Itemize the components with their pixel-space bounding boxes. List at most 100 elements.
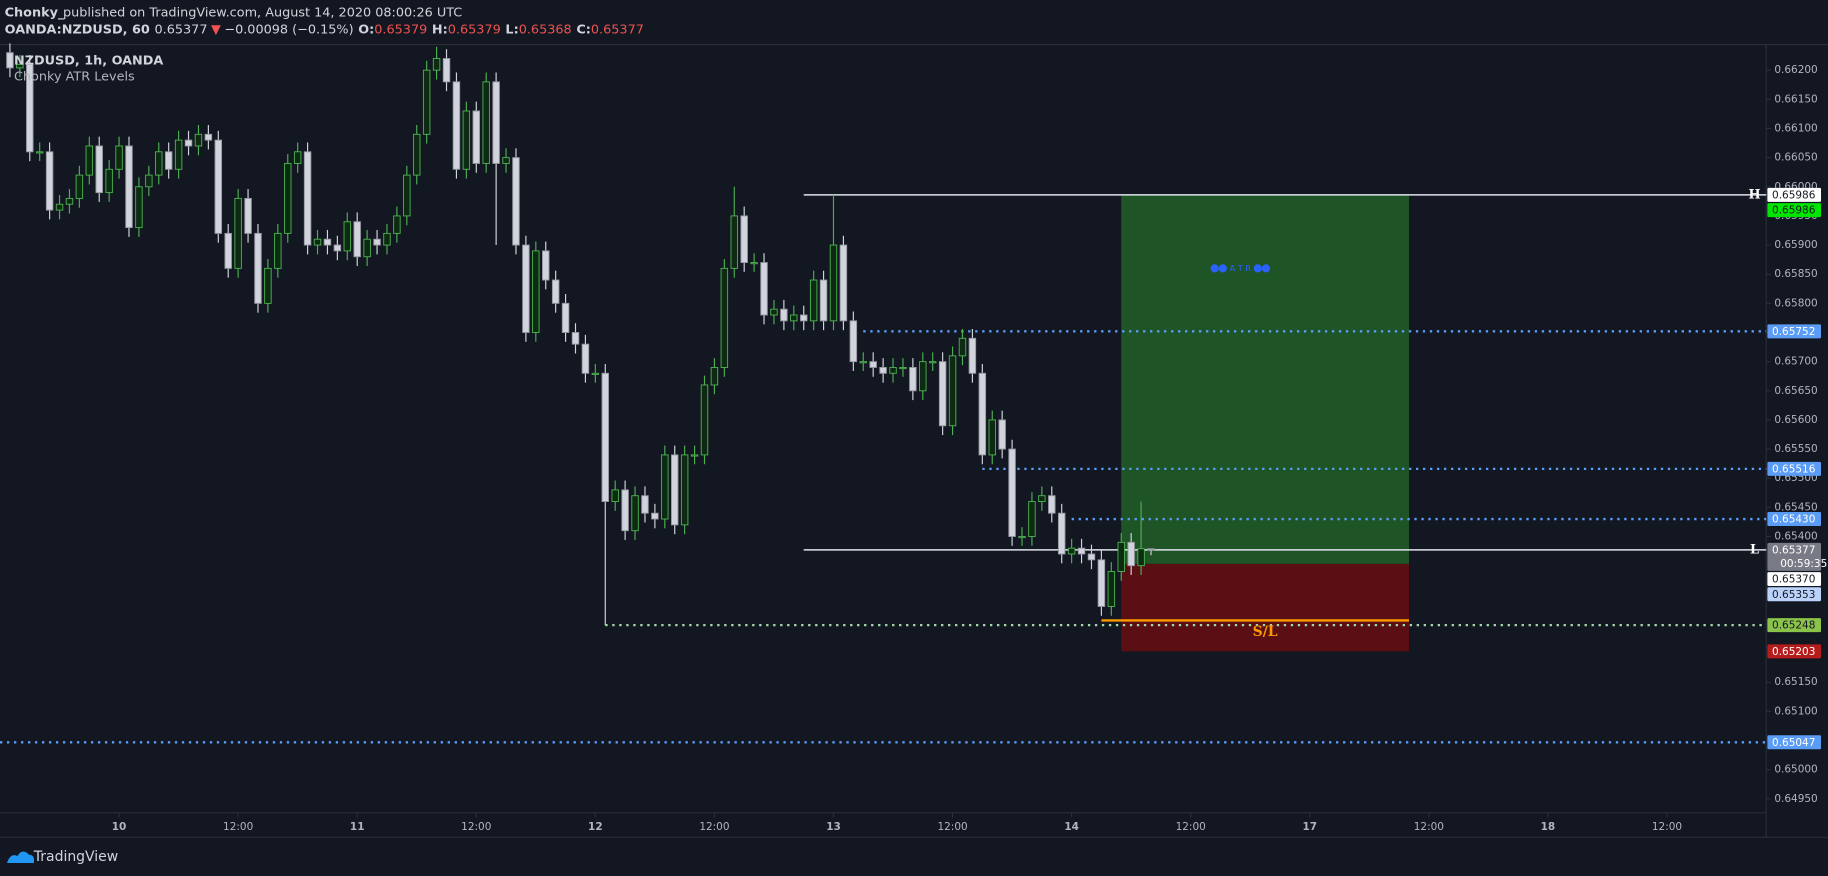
candle-body <box>303 151 312 246</box>
candle-body <box>105 168 113 194</box>
candle-body <box>442 58 451 83</box>
symbol: OANDA:NZDUSD, 60 <box>5 22 150 37</box>
candle-body <box>859 361 867 364</box>
atr-dot <box>1261 264 1271 273</box>
price-tag <box>1767 572 1822 587</box>
candle-body <box>998 419 1006 450</box>
candle-body <box>155 151 163 176</box>
x-tick-label: 13 <box>826 821 841 833</box>
candle-body <box>1018 536 1026 539</box>
price-tag <box>1767 542 1822 571</box>
candle-body <box>472 110 481 164</box>
candle-body <box>968 337 977 374</box>
candle-body <box>462 110 471 170</box>
atr-text: A T R <box>1230 263 1252 273</box>
price-tag-label: 0.65370 <box>1772 574 1815 586</box>
candle-body <box>224 232 232 269</box>
candle-body <box>6 52 14 69</box>
candle-body <box>790 314 798 322</box>
y-tick-label: 0.65100 <box>1774 705 1817 717</box>
price-tag-label: 0.65516 <box>1772 463 1816 475</box>
plot-area: H L S/L A T R <box>0 43 1767 744</box>
candle-body <box>1077 547 1086 555</box>
candle-body <box>571 332 580 345</box>
x-tick-label: 10 <box>112 821 127 833</box>
x-tick-label: 12:00 <box>937 821 967 833</box>
y-tick-label: 0.65900 <box>1774 239 1817 251</box>
candle-body <box>849 320 858 363</box>
candle-body <box>313 238 322 246</box>
candle-body <box>740 215 748 264</box>
x-tick-label: 18 <box>1541 821 1556 833</box>
ohlc-value: 0.65379 <box>448 22 501 37</box>
price-tag <box>1767 512 1822 527</box>
legend-entry: Chonky ATR Levels <box>14 70 135 85</box>
candle-body <box>829 244 838 322</box>
price-tag <box>1767 324 1822 339</box>
symbol-line: OANDA:NZDUSD, 60 0.65377 ▼ −0.00098 (−0.15%… <box>5 22 644 37</box>
y-tick-label: 0.65650 <box>1774 385 1817 397</box>
change-arrow: ▼ <box>211 22 221 37</box>
price-tag-label: 0.65986 <box>1772 205 1816 217</box>
candle-body <box>561 302 570 333</box>
candle-body <box>353 221 361 258</box>
ohlc-value: 0.65377 <box>591 22 644 37</box>
candle-body <box>1147 548 1155 551</box>
candle-body <box>145 174 153 188</box>
price-tag <box>1767 735 1822 750</box>
candle-body <box>869 361 877 368</box>
candle-body <box>422 69 431 135</box>
candle-body <box>799 314 808 322</box>
candle-body <box>889 367 897 374</box>
candle-body <box>551 279 560 304</box>
x-tick-label: 12:00 <box>1414 821 1444 833</box>
candle-body <box>720 267 729 368</box>
price-tag <box>1767 187 1822 202</box>
level-letter: L <box>1750 542 1759 557</box>
candle-body <box>988 419 996 456</box>
candle-body <box>403 174 411 217</box>
candle-body <box>879 367 887 374</box>
candle-body <box>512 157 520 246</box>
candle-body <box>839 244 848 322</box>
candle-body <box>333 244 342 252</box>
atr-dot <box>1218 264 1227 273</box>
y-tick-label: 0.65400 <box>1774 531 1817 543</box>
candle-body <box>45 151 54 211</box>
candle-body <box>631 495 639 532</box>
candle-body <box>819 279 828 322</box>
y-tick-label: 0.66100 <box>1774 122 1817 134</box>
candle-body <box>770 308 778 316</box>
y-tick-label: 0.65550 <box>1774 443 1817 455</box>
candle-body <box>809 279 818 322</box>
last-price: 0.65377 <box>155 22 208 37</box>
x-tick-label: 12:00 <box>699 821 729 833</box>
profit-zone <box>1121 194 1410 564</box>
ohlc-label: L: <box>505 22 518 37</box>
candle-body <box>1137 548 1145 567</box>
candle-body <box>174 139 183 170</box>
candle-body <box>393 215 401 234</box>
y-tick-label: 0.65150 <box>1774 676 1817 688</box>
candle-body <box>919 361 927 392</box>
ohlc-value: 0.65368 <box>519 22 572 37</box>
candle-body <box>671 454 679 526</box>
candle-body <box>164 151 173 170</box>
candle-body <box>373 238 381 246</box>
candle-body <box>700 384 709 456</box>
candle-body <box>542 250 550 281</box>
candle-body <box>135 186 143 229</box>
change: −0.00098 (−0.15%) <box>224 22 353 37</box>
price-tag-label: 0.65248 <box>1772 620 1815 632</box>
candle-body <box>661 454 669 520</box>
candle-body <box>1028 501 1036 537</box>
ohlc-label: H: <box>432 22 448 37</box>
legend-entry: NZDUSD, 1h, OANDA <box>14 53 163 68</box>
candle-body <box>948 355 957 427</box>
y-tick-label: 0.66200 <box>1774 64 1817 76</box>
candle-body <box>641 495 649 514</box>
countdown: 00:59:35 <box>1780 558 1827 570</box>
x-tick-label: 12:00 <box>461 821 491 833</box>
